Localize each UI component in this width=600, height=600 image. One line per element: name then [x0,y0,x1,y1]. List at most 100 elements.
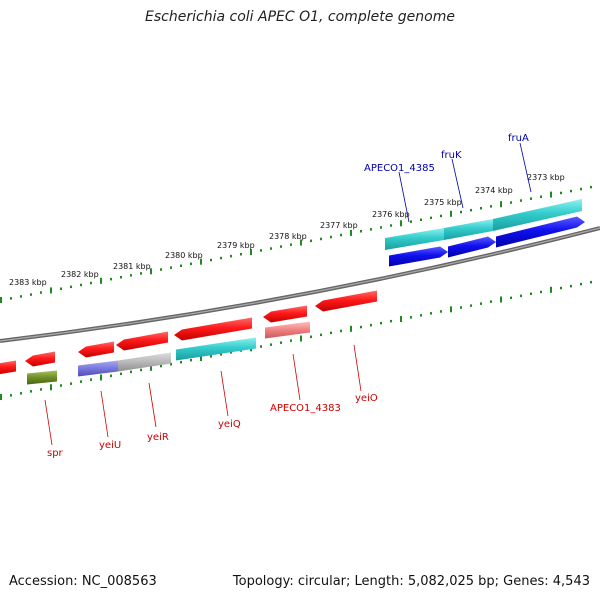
outer-ring-tick [490,205,492,208]
inner-ring-tick [460,306,462,309]
inner-ring-tick [300,335,302,342]
outer-ring-tick [590,185,592,189]
inner-ring-tick [330,331,332,335]
inner-ring-tick [0,394,2,400]
kbp-label-2377: 2377 kbp [320,221,358,230]
inner-ring-tick [260,345,262,348]
gene-box-yeiR [118,352,171,372]
inner-ring-tick [340,329,342,333]
inner-ring-tick [430,312,432,315]
outer-ring-tick [400,220,402,227]
inner-ring-tick [100,374,102,381]
outer-ring-tick [0,297,2,303]
gene-cyan-fruA [493,199,582,231]
inner-ring-tick [10,394,12,397]
outer-ring-tick [170,266,172,269]
inner-ring-tick [130,370,132,374]
outer-ring-tick [180,264,182,267]
gene-box-APECO1_4383 [265,321,310,339]
kbp-labels: 2373 kbp 2374 kbp 2375 kbp 2376 kbp 2377… [9,173,565,287]
inner-ring-tick [230,351,232,354]
kbp-label-2375: 2375 kbp [424,198,462,207]
gene-label-fruA: fruA [508,133,529,144]
outer-ring-tick [450,210,452,217]
outer-ring-tick [90,281,92,285]
outer-ring-tick [210,258,212,262]
outer-ring-tick [440,214,442,218]
kbp-label-2373: 2373 kbp [527,173,565,182]
outer-ring-tick [140,272,142,275]
outer-ring-tick [550,191,552,198]
kbp-label-2376: 2376 kbp [372,210,410,219]
inner-ring-tick [470,304,472,307]
accession-text: Accession: NC_008563 [9,574,157,589]
gene-box-yeiU [78,360,118,377]
gene-label-yeiO: yeiO [355,393,378,404]
inner-ring-tick [170,362,172,366]
outer-ring-tick [200,258,202,265]
outer-ring-tick [220,256,222,260]
outer-ring-tick [570,189,572,193]
inner-ring-tick [290,339,292,342]
outer-ring-tick [240,253,242,256]
outer-ring-tick [530,197,532,200]
outer-ring-tick [310,239,312,243]
inner-ring-tick [420,314,422,317]
outer-ring-tick [80,283,82,287]
gene-arrow-yeiU [78,341,114,358]
outer-ring-tick [290,243,292,246]
kbp-label-2382: 2382 kbp [61,270,99,279]
inner-ring-tick [410,316,412,319]
gene-layer [0,199,585,385]
inner-ring-tick [370,323,372,327]
inner-ring-tick [490,300,492,303]
outer-ring-tick [250,249,252,256]
gene-label-APECO1_4383: APECO1_4383 [270,403,341,414]
outer-ring-tick [370,228,372,231]
inner-ring-tick [210,355,212,358]
outer-ring-tick [270,247,272,250]
kbp-label-2381: 2381 kbp [113,262,151,271]
gene-label-yeiQ: yeiQ [218,419,241,430]
inner-ring-tick [190,358,192,362]
outer-ring-tick [30,293,32,296]
kbp-label-2383: 2383 kbp [9,278,47,287]
outer-ring-tick [420,218,422,221]
inner-ring-tick [80,380,82,383]
inner-ring-tick [350,325,352,332]
outer-ring-tick [510,201,512,204]
outer-ring-tick [430,216,432,220]
inner-ring-tick [320,333,322,337]
gene-box-spr [27,370,57,385]
gene-cyan-4385 [385,228,444,250]
outer-ring-tick [260,249,262,252]
inner-ring-tick [450,306,452,313]
inner-ring-tick [280,341,282,344]
outer-ring-tick [460,210,462,214]
kbp-label-2379: 2379 kbp [217,241,255,250]
outer-ring-tick [320,237,322,241]
inner-ring-tick [390,319,392,323]
inner-ring-tick [540,290,542,294]
gene-label-yeiU: yeiU [99,440,121,451]
inner-ring-tick [480,302,482,305]
inner-ring-tick [360,325,362,329]
inner-ring-tick [570,284,572,288]
outer-ring-tick [360,230,362,233]
gene-arrow-yeiQ [174,317,252,341]
outer-ring-tick [520,199,522,202]
gene-arrow-spr [25,351,55,367]
inner-ring-tick [200,355,202,361]
inner-ring-tick [70,382,72,385]
inner-ring-tick [60,384,62,387]
reverse-gene-labels: yeiO APECO1_4383 yeiQ yeiR yeiU spr [44,344,378,459]
inner-ring-tick [500,296,502,303]
outer-ring-tick [120,276,122,279]
inner-ring-tick [50,384,52,391]
outer-ring-tick [70,285,72,289]
inner-ring-tick [520,294,522,298]
inner-ring-tick [220,353,222,356]
outer-ring-tick [130,274,132,277]
inner-ring-tick [580,282,582,286]
